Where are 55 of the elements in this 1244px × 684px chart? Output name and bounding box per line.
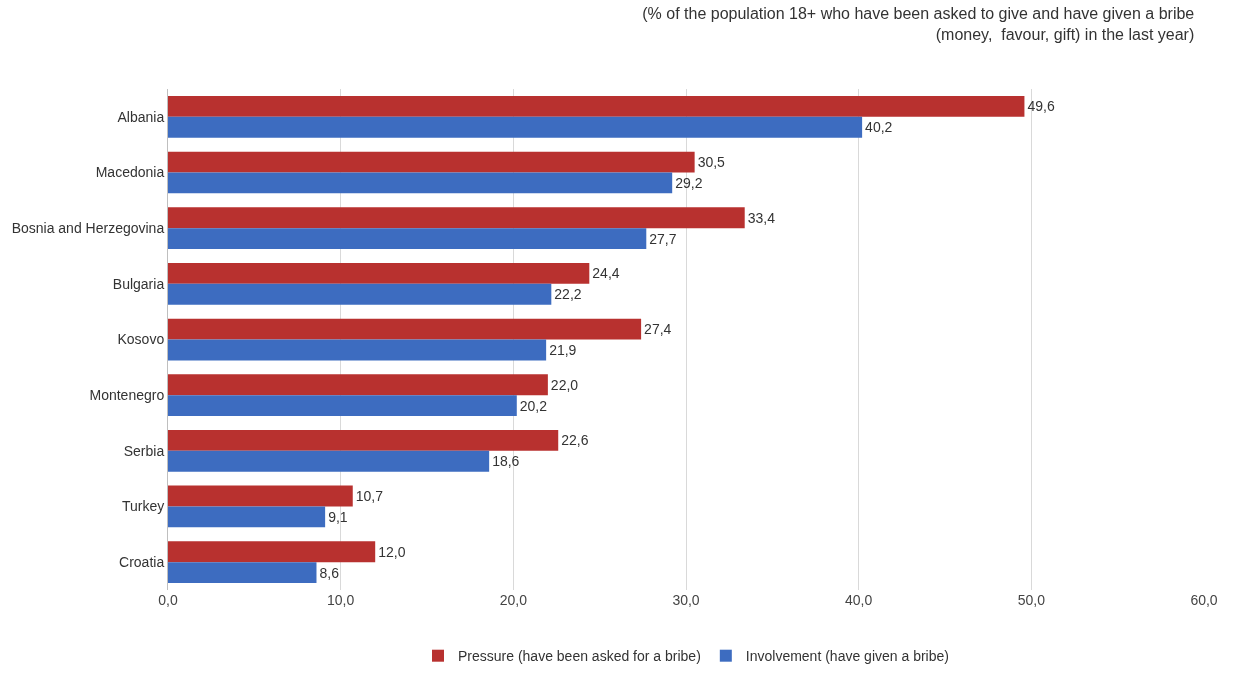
- bar: [168, 485, 353, 507]
- data-label: 18,6: [492, 453, 520, 470]
- y-tick-label: Albania: [117, 108, 165, 125]
- data-label: 24,4: [592, 265, 620, 282]
- x-tick-label: 20,0: [499, 592, 528, 608]
- data-label: 22,0: [550, 376, 579, 393]
- x-tick-label: 40,0: [845, 592, 873, 608]
- bar: [168, 116, 863, 138]
- y-tick-label: Croatia: [119, 554, 165, 571]
- y-tick-label: Serbia: [123, 442, 165, 459]
- bar: [168, 207, 745, 229]
- bar: [168, 95, 1025, 117]
- data-label: 40,2: [865, 119, 893, 136]
- bar: [168, 395, 517, 417]
- x-tick-label: 60,0: [1190, 592, 1218, 608]
- data-label: 30,5: [697, 154, 726, 171]
- data-label: 20,2: [519, 397, 548, 414]
- data-label: 10,7: [355, 488, 384, 505]
- data-label: 12,0: [378, 543, 406, 560]
- bar: [168, 541, 376, 563]
- x-tick-label: 50,0: [1017, 592, 1046, 608]
- bar: [168, 172, 673, 194]
- x-tick-label: 0,0: [158, 592, 178, 608]
- y-tick-label: Bulgaria: [112, 275, 165, 292]
- x-tick-label: 30,0: [672, 592, 700, 608]
- data-label: 27,7: [649, 230, 677, 247]
- bar: [168, 318, 642, 340]
- bar: [168, 283, 552, 305]
- bar: [168, 339, 547, 361]
- data-label: 8,6: [319, 564, 340, 581]
- y-tick-label: Montenegro: [89, 387, 165, 404]
- y-tick-label: Turkey: [121, 498, 165, 515]
- bar: [168, 374, 548, 396]
- data-label: 22,6: [561, 432, 589, 449]
- legend-label: Pressure (have been asked for a bribe): [458, 648, 701, 665]
- data-label: 33,4: [747, 209, 776, 226]
- data-label: 29,2: [675, 174, 703, 191]
- bar: [168, 262, 590, 284]
- data-label: 27,4: [644, 321, 672, 338]
- bar: [168, 506, 326, 528]
- bar: [168, 151, 695, 173]
- bar: [168, 429, 559, 451]
- y-tick-label: Bosnia and Herzegovina: [11, 220, 165, 237]
- y-tick-label: Kosovo: [117, 331, 165, 348]
- bar: [168, 228, 647, 250]
- y-tick-label: Macedonia: [95, 164, 165, 181]
- data-label: 9,1: [328, 508, 348, 525]
- data-label: 21,9: [549, 341, 577, 358]
- x-tick-label: 10,0: [327, 592, 355, 608]
- data-label: 49,6: [1027, 98, 1055, 115]
- bar: [168, 450, 490, 472]
- chart-title: (% of the population 18+ who have been asked to give and have given a bribe (money, favour, gift) in the last year): [642, 5, 1195, 43]
- bar: [168, 562, 317, 584]
- data-label: 22,2: [554, 286, 582, 303]
- legend-label: Involvement (have given a bribe): [745, 648, 949, 665]
